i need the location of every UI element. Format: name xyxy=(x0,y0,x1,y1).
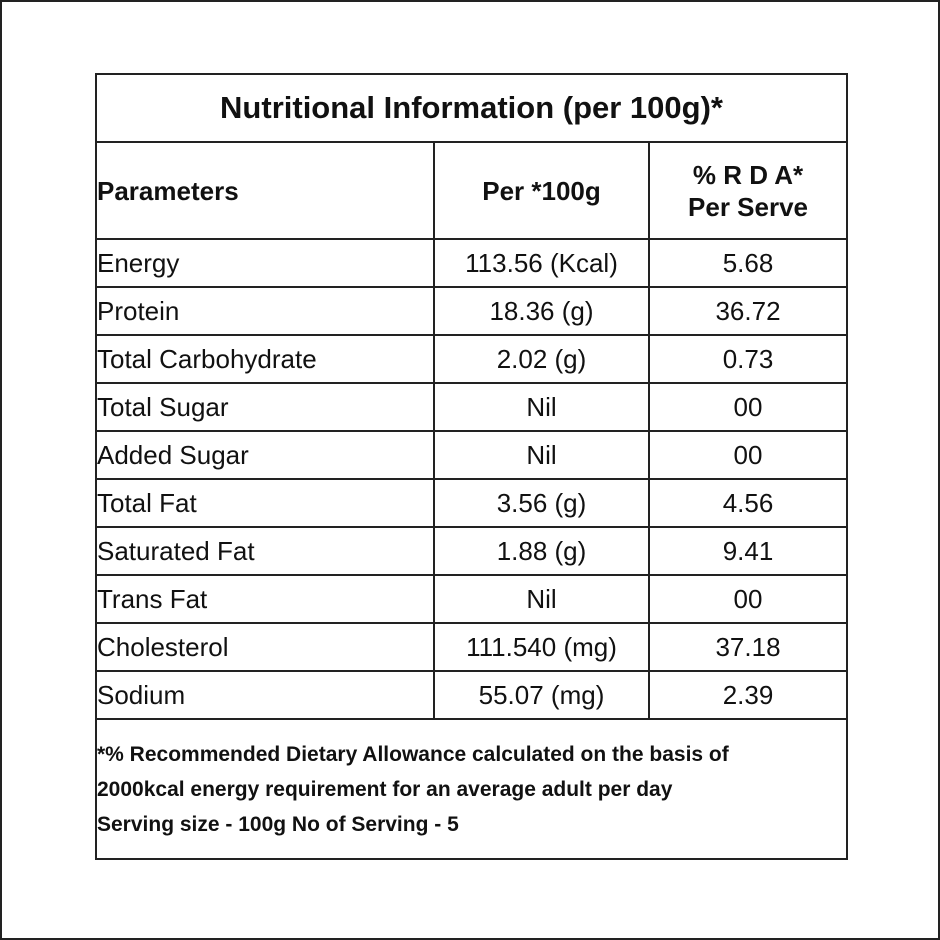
cell-text: Nil xyxy=(526,439,557,470)
header-row: Parameters Per *100g % R D A* Per Serve xyxy=(95,141,849,240)
footnote-line: *% Recommended Dietary Allowance calcula… xyxy=(97,742,729,766)
cell-text: Cholesterol xyxy=(97,631,229,662)
header-text: % R D A* xyxy=(692,159,804,190)
cell-text: Total Carbohydrate xyxy=(97,343,317,374)
data-cell: 37.18 xyxy=(647,622,849,672)
cell-text: Saturated Fat xyxy=(97,535,255,566)
data-cell: 1.88 (g) xyxy=(433,526,650,576)
footnote-cell: *% Recommended Dietary Allowance calcula… xyxy=(94,718,849,860)
data-cell: 00 xyxy=(647,574,849,624)
cell-text: 4.56 xyxy=(722,487,774,518)
data-cell: Total Carbohydrate xyxy=(95,334,435,384)
table-body: Nutritional Information (per 100g)* Param… xyxy=(94,73,849,860)
cell-text: 0.73 xyxy=(722,343,774,374)
footnote-row: *% Recommended Dietary Allowance calcula… xyxy=(94,718,849,860)
cell-text: Energy xyxy=(97,247,180,278)
data-cell: 00 xyxy=(647,430,849,480)
nutrition-table: Nutritional Information (per 100g)* Param… xyxy=(94,73,849,860)
data-row: Total Fat 3.56 (g) 4.56 xyxy=(95,478,849,528)
cell-text: 36.72 xyxy=(715,295,781,326)
data-cell: 2.39 xyxy=(647,670,849,720)
data-cell: 4.56 xyxy=(647,478,849,528)
cell-text: Total Sugar xyxy=(97,391,229,422)
footnote-line: 2000kcal energy requirement for an avera… xyxy=(97,777,673,801)
cell-text: Added Sugar xyxy=(97,439,249,470)
title-cell: Nutritional Information (per 100g)* xyxy=(94,73,849,143)
data-cell: Cholesterol xyxy=(95,622,435,672)
data-row: Total Sugar Nil 00 xyxy=(95,382,849,432)
data-row: Sodium 55.07 (mg) 2.39 xyxy=(95,670,849,720)
cell-text: Nil xyxy=(526,583,557,614)
cell-text: 37.18 xyxy=(715,631,781,662)
data-cell: 113.56 (Kcal) xyxy=(433,238,650,288)
data-cell: Saturated Fat xyxy=(95,526,435,576)
cell-text: Sodium xyxy=(97,679,186,710)
cell-text: 5.68 xyxy=(722,247,774,278)
data-cell: 9.41 xyxy=(647,526,849,576)
data-cell: Nil xyxy=(433,382,650,432)
data-cell: 55.07 (mg) xyxy=(433,670,650,720)
header-text: Per *100g xyxy=(482,175,601,206)
cell-text: Total Fat xyxy=(97,487,197,518)
cell-text: 00 xyxy=(733,391,763,422)
data-cell: Added Sugar xyxy=(95,430,435,480)
cell-text: 18.36 (g) xyxy=(489,295,594,326)
data-row: Energy 113.56 (Kcal) 5.68 xyxy=(95,238,849,288)
data-row: Added Sugar Nil 00 xyxy=(95,430,849,480)
data-cell: Protein xyxy=(95,286,435,336)
cell-text: 55.07 (mg) xyxy=(478,679,605,710)
data-cell: Energy xyxy=(95,238,435,288)
data-cell: 5.68 xyxy=(647,238,849,288)
data-row: Trans Fat Nil 00 xyxy=(95,574,849,624)
cell-text: 111.540 (mg) xyxy=(466,631,617,662)
cell-text: 9.41 xyxy=(722,535,774,566)
cell-text: 00 xyxy=(733,583,763,614)
cell-text: 113.56 (Kcal) xyxy=(465,247,618,278)
footnote-line: Serving size - 100g No of Serving - 5 xyxy=(97,812,459,836)
table-title: Nutritional Information (per 100g)* xyxy=(220,90,723,125)
data-row: Protein 18.36 (g) 36.72 xyxy=(95,286,849,336)
header-cell: % R D A* Per Serve xyxy=(647,141,849,240)
header-text: Parameters xyxy=(97,175,239,206)
data-cell: 0.73 xyxy=(647,334,849,384)
data-row: Saturated Fat 1.88 (g) 9.41 xyxy=(95,526,849,576)
cell-text: Protein xyxy=(97,295,180,326)
cell-text: 2.39 xyxy=(722,679,774,710)
cell-text: Nil xyxy=(526,391,557,422)
data-cell: 2.02 (g) xyxy=(433,334,650,384)
data-row: Cholesterol 111.540 (mg) 37.18 xyxy=(95,622,849,672)
header-text: Per Serve xyxy=(688,191,808,222)
data-cell: Total Fat xyxy=(95,478,435,528)
cell-text: 1.88 (g) xyxy=(496,535,587,566)
cell-text: Trans Fat xyxy=(97,583,208,614)
data-cell: Total Sugar xyxy=(95,382,435,432)
data-cell: Trans Fat xyxy=(95,574,435,624)
data-cell: Nil xyxy=(433,574,650,624)
cell-text: 00 xyxy=(733,439,763,470)
header-cell: Parameters xyxy=(95,141,435,240)
data-cell: Nil xyxy=(433,430,650,480)
cell-text: 2.02 (g) xyxy=(496,343,587,374)
data-cell: Sodium xyxy=(95,670,435,720)
header-cell: Per *100g xyxy=(433,141,650,240)
data-cell: 18.36 (g) xyxy=(433,286,650,336)
cell-text: 3.56 (g) xyxy=(496,487,587,518)
data-cell: 3.56 (g) xyxy=(433,478,650,528)
data-row: Total Carbohydrate 2.02 (g) 0.73 xyxy=(95,334,849,384)
data-cell: 00 xyxy=(647,382,849,432)
data-cell: 36.72 xyxy=(647,286,849,336)
title-row: Nutritional Information (per 100g)* xyxy=(94,73,849,143)
data-cell: 111.540 (mg) xyxy=(433,622,650,672)
